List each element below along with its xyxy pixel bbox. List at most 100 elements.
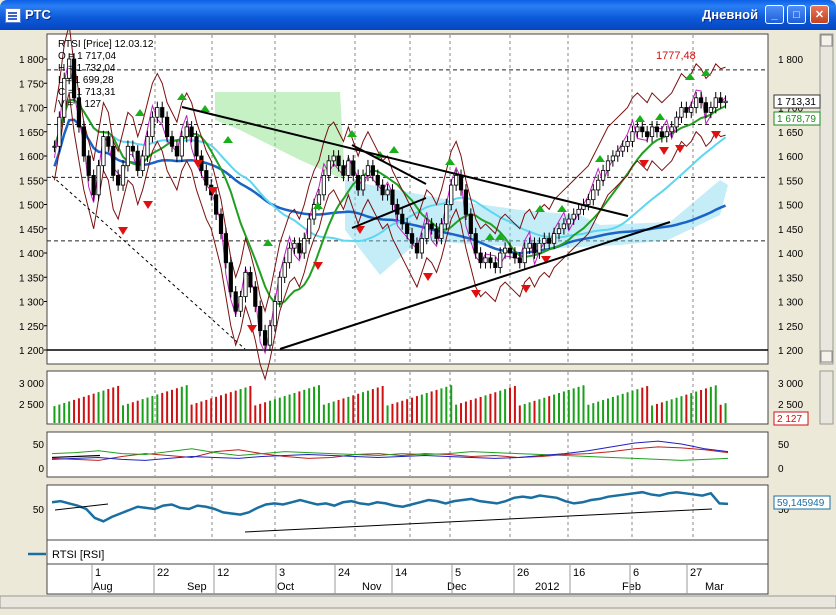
volume-bar bbox=[567, 389, 570, 423]
adx-trend-line bbox=[51, 454, 101, 459]
candle-body bbox=[194, 136, 199, 157]
candle-body bbox=[664, 131, 669, 137]
price-tick-right: 1 800 bbox=[778, 55, 803, 66]
adx-tick-right: 0 bbox=[778, 464, 784, 475]
adx-series-line bbox=[51, 440, 729, 461]
horizontal-scrollbar[interactable] bbox=[0, 595, 836, 609]
scroll-up-button[interactable] bbox=[820, 34, 833, 47]
volume-bar bbox=[63, 402, 66, 423]
volume-bar bbox=[420, 394, 423, 423]
candle-body bbox=[405, 223, 410, 234]
trend-line-resistance bbox=[181, 106, 629, 217]
candle-body bbox=[262, 330, 268, 346]
sell-signal-arrow bbox=[541, 256, 551, 264]
candle-body bbox=[600, 170, 606, 181]
ohlc-close: C = 1 713,31 bbox=[58, 87, 116, 98]
candle-body bbox=[400, 213, 405, 225]
volume-bar bbox=[68, 401, 71, 423]
volume-bar bbox=[102, 390, 105, 423]
volume-bar bbox=[401, 400, 404, 423]
ohlc-header: RTSI [Price] 12.03.12 bbox=[58, 39, 154, 50]
price-scrollbar[interactable] bbox=[819, 33, 834, 365]
candle-body bbox=[679, 107, 684, 118]
candle-body bbox=[483, 257, 488, 264]
candle-body bbox=[57, 116, 62, 147]
scroll-down-button[interactable] bbox=[820, 350, 833, 363]
rsi-value: 59,145949 bbox=[777, 498, 825, 509]
volume-bar bbox=[220, 395, 222, 423]
candle-body bbox=[140, 155, 145, 171]
minimize-button[interactable]: _ bbox=[765, 5, 784, 24]
candle-body bbox=[542, 238, 547, 244]
volume-bar bbox=[660, 402, 663, 423]
adx-tick-right: 50 bbox=[778, 440, 790, 451]
price-tick-right: 1 400 bbox=[778, 249, 803, 260]
buy-signal-arrow bbox=[535, 205, 545, 212]
volume-scrollbar[interactable] bbox=[819, 370, 834, 425]
candle-body bbox=[498, 252, 503, 268]
ohlc-open: O = 1 717,04 bbox=[58, 51, 117, 62]
candle-body bbox=[689, 107, 694, 113]
cloud-area bbox=[215, 92, 345, 180]
volume-bar bbox=[460, 403, 463, 423]
date-day-label: 6 bbox=[633, 567, 639, 579]
rsi-tick: 50 bbox=[33, 505, 45, 516]
date-day-label: 22 bbox=[157, 567, 169, 579]
volume-bar bbox=[151, 396, 154, 423]
volume-bar bbox=[122, 405, 125, 423]
candle-body bbox=[669, 126, 674, 133]
volume-bar bbox=[215, 396, 218, 423]
candle-body bbox=[409, 233, 415, 244]
adx-tick: 50 bbox=[33, 440, 45, 451]
candle-body bbox=[223, 233, 228, 264]
close-button[interactable]: ✕ bbox=[810, 5, 829, 24]
rsi-line bbox=[51, 490, 729, 523]
candle-body bbox=[610, 155, 615, 162]
sell-signal-arrow bbox=[193, 160, 203, 168]
candle-body bbox=[311, 204, 317, 220]
last-volume-tag bbox=[773, 411, 809, 426]
maximize-button[interactable]: □ bbox=[787, 5, 806, 24]
candle-body bbox=[698, 97, 704, 104]
candle-body bbox=[429, 223, 434, 230]
price-tick-right: 1 300 bbox=[778, 298, 803, 309]
candle-body bbox=[351, 160, 356, 176]
candle-body bbox=[356, 174, 361, 191]
buy-signal-arrow bbox=[200, 105, 210, 112]
volume-bar bbox=[357, 393, 360, 423]
candle-body bbox=[703, 102, 709, 113]
volume-bar bbox=[264, 402, 267, 423]
volume-bar bbox=[195, 403, 198, 423]
volume-bar bbox=[553, 394, 556, 423]
volume-bar bbox=[469, 400, 472, 423]
price-tick-left: 1 250 bbox=[19, 322, 44, 333]
candle-body bbox=[674, 116, 679, 128]
candle-body bbox=[204, 170, 209, 186]
candle-body bbox=[537, 242, 542, 254]
volume-bar bbox=[582, 385, 585, 423]
candle-body bbox=[101, 136, 106, 167]
volume-bar bbox=[386, 405, 389, 423]
price-tick-left: 1 700 bbox=[19, 104, 44, 115]
volume-bar bbox=[411, 397, 414, 423]
ohlc-high: H = 1 732,04 bbox=[58, 63, 116, 74]
candle-body bbox=[620, 145, 625, 152]
volume-bar bbox=[709, 386, 712, 423]
candle-body bbox=[189, 126, 194, 138]
title-bar[interactable]: РТС Дневной _ □ ✕ bbox=[0, 0, 836, 30]
candle-body bbox=[488, 257, 493, 264]
volume-bar bbox=[87, 395, 90, 423]
rsi-trend-line bbox=[54, 503, 109, 511]
sell-signal-arrow bbox=[639, 160, 649, 168]
volume-bar bbox=[616, 395, 619, 423]
candle-body bbox=[145, 136, 150, 157]
candle-body bbox=[370, 165, 375, 176]
candle-body bbox=[125, 145, 131, 167]
price-tick-left: 1 300 bbox=[19, 298, 44, 309]
price-tick-right: 1 650 bbox=[778, 128, 803, 139]
candle-body bbox=[532, 242, 537, 254]
date-month-label: 2012 bbox=[535, 581, 559, 593]
candle-body bbox=[723, 100, 728, 104]
price-tick-left: 1 400 bbox=[19, 249, 44, 260]
candle-body bbox=[365, 165, 371, 176]
